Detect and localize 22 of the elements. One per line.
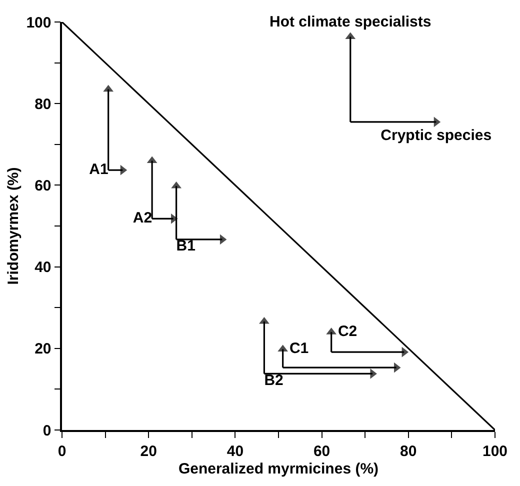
- series-label: C2: [338, 322, 358, 340]
- series-label: C1: [289, 340, 309, 357]
- x-tick-label: 40: [226, 442, 244, 460]
- y-tick-label: 60: [34, 177, 52, 194]
- y-tick-label: 40: [34, 259, 52, 276]
- y-tick-label: 0: [42, 422, 52, 440]
- series-label: B1: [176, 238, 196, 255]
- x-tick-label: 0: [58, 442, 66, 460]
- series-label: Hot climate specialists: [270, 13, 432, 30]
- x-axis-title: Generalized myrmicines (%): [178, 460, 379, 478]
- y-axis-title: Iridomyrmex (%): [4, 167, 22, 285]
- series-label: B2: [264, 372, 284, 389]
- series-label: Cryptic species: [380, 126, 492, 144]
- x-tick-label: 20: [140, 442, 157, 460]
- y-tick-label: 20: [34, 340, 52, 358]
- x-tick-label: 80: [400, 442, 417, 460]
- x-tick-label: 60: [313, 442, 330, 460]
- x-tick-label: 100: [482, 442, 508, 460]
- series-label: A2: [132, 209, 152, 226]
- y-tick-label: 80: [34, 96, 52, 113]
- y-tick-label: 100: [26, 14, 52, 32]
- series-label: A1: [89, 160, 108, 178]
